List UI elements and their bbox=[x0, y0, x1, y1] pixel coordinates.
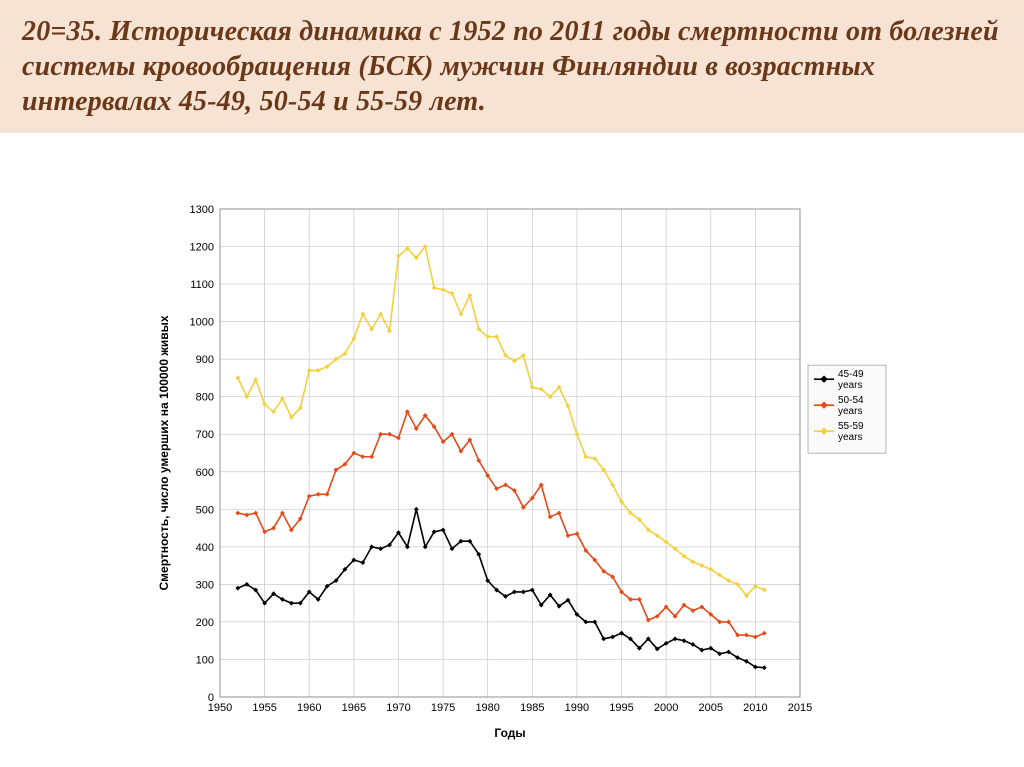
legend-label: years bbox=[838, 380, 862, 391]
svg-text:1955: 1955 bbox=[252, 702, 276, 714]
svg-text:2000: 2000 bbox=[654, 702, 678, 714]
svg-text:500: 500 bbox=[196, 504, 214, 516]
svg-text:2010: 2010 bbox=[743, 702, 767, 714]
svg-text:1990: 1990 bbox=[565, 702, 589, 714]
svg-text:1975: 1975 bbox=[431, 702, 455, 714]
svg-text:1300: 1300 bbox=[190, 204, 214, 216]
svg-text:1980: 1980 bbox=[475, 702, 499, 714]
svg-text:700: 700 bbox=[196, 429, 214, 441]
legend-label: 55-59 bbox=[838, 421, 864, 432]
svg-text:600: 600 bbox=[196, 467, 214, 479]
legend-label: years bbox=[838, 432, 862, 443]
mortality-chart: 1950195519601965197019751980198519901995… bbox=[150, 195, 910, 745]
svg-text:1100: 1100 bbox=[190, 279, 214, 291]
svg-text:1200: 1200 bbox=[190, 242, 214, 254]
x-axis-label: Годы bbox=[494, 726, 525, 740]
svg-text:400: 400 bbox=[196, 542, 214, 554]
svg-text:1985: 1985 bbox=[520, 702, 544, 714]
svg-text:900: 900 bbox=[196, 354, 214, 366]
svg-text:200: 200 bbox=[196, 617, 214, 629]
legend-label: years bbox=[838, 406, 862, 417]
svg-text:1000: 1000 bbox=[190, 317, 214, 329]
title-band: 20=35. Историческая динамика с 1952 по 2… bbox=[0, 0, 1024, 133]
y-axis-label: Смертность, число умерших на 100000 живы… bbox=[157, 315, 171, 590]
legend-label: 45-49 bbox=[838, 369, 864, 380]
svg-text:2015: 2015 bbox=[788, 702, 812, 714]
svg-text:1970: 1970 bbox=[386, 702, 410, 714]
svg-text:300: 300 bbox=[196, 579, 214, 591]
svg-text:2005: 2005 bbox=[699, 702, 723, 714]
svg-text:0: 0 bbox=[208, 692, 214, 704]
svg-text:1995: 1995 bbox=[609, 702, 633, 714]
slide-title: 20=35. Историческая динамика с 1952 по 2… bbox=[22, 14, 1002, 119]
svg-text:1965: 1965 bbox=[342, 702, 366, 714]
chart-container: 1950195519601965197019751980198519901995… bbox=[150, 195, 910, 745]
svg-text:800: 800 bbox=[196, 392, 214, 404]
svg-text:100: 100 bbox=[196, 654, 214, 666]
svg-text:1960: 1960 bbox=[297, 702, 321, 714]
legend-label: 50-54 bbox=[838, 395, 864, 406]
